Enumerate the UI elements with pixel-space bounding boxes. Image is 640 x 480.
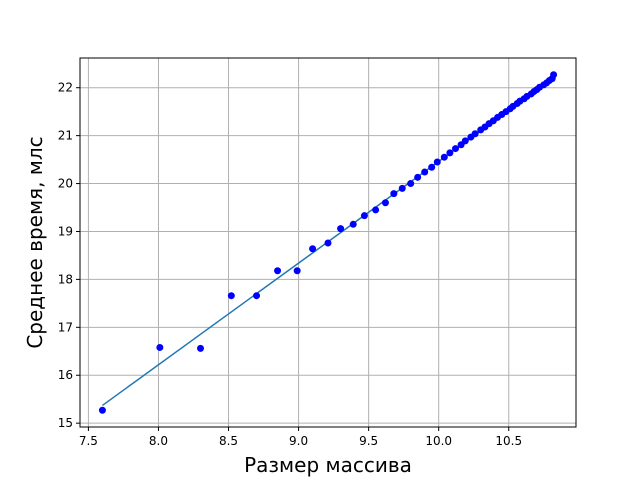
x-tick-label: 10.0 — [425, 434, 452, 448]
x-tick-label: 9.5 — [359, 434, 378, 448]
data-point — [253, 292, 261, 300]
x-tick-label: 10.5 — [495, 434, 522, 448]
x-tick-label: 8.5 — [219, 434, 238, 448]
data-point — [452, 145, 460, 153]
x-tick-label: 8.0 — [149, 434, 168, 448]
x-axis-label: Размер массива — [244, 453, 412, 477]
data-points — [98, 71, 558, 414]
data-point — [390, 190, 398, 198]
plot-frame — [79, 57, 577, 428]
data-point — [471, 130, 479, 138]
data-point — [274, 267, 282, 275]
y-tick-label: 20 — [58, 177, 73, 191]
y-tick-label: 21 — [58, 129, 73, 143]
y-tick-label: 19 — [58, 224, 73, 238]
data-point — [433, 158, 441, 166]
data-point — [360, 212, 368, 220]
data-point — [324, 239, 332, 247]
data-point — [372, 206, 380, 214]
data-point — [381, 199, 389, 207]
y-tick-label: 15 — [58, 416, 73, 430]
y-tick-label: 18 — [58, 272, 73, 286]
data-point — [407, 180, 415, 188]
data-point — [156, 343, 164, 351]
data-point — [337, 225, 345, 233]
data-point — [349, 220, 357, 228]
data-point — [293, 267, 301, 275]
data-point — [227, 292, 235, 300]
data-point — [398, 184, 406, 192]
x-tick-label: 7.5 — [79, 434, 98, 448]
data-point — [461, 137, 469, 145]
data-point — [414, 173, 422, 181]
data-point — [446, 149, 454, 157]
data-point — [421, 168, 429, 176]
data-point — [550, 71, 558, 79]
data-point — [428, 163, 436, 171]
y-tick-label: 17 — [58, 320, 73, 334]
y-axis-label: Среднее время, млс — [23, 136, 47, 348]
data-point — [98, 406, 106, 414]
x-axis-ticks: 7.5 8.0 8.5 9.0 9.5 10.0 10.5 — [79, 427, 522, 448]
data-point — [309, 245, 317, 253]
y-tick-label: 22 — [58, 81, 73, 95]
y-tick-label: 16 — [58, 368, 73, 382]
data-point — [196, 344, 204, 352]
y-axis-ticks: 15 16 17 18 19 20 21 22 — [58, 81, 80, 430]
data-point — [440, 153, 448, 161]
x-tick-label: 9.0 — [289, 434, 308, 448]
grid-lines — [80, 58, 576, 427]
